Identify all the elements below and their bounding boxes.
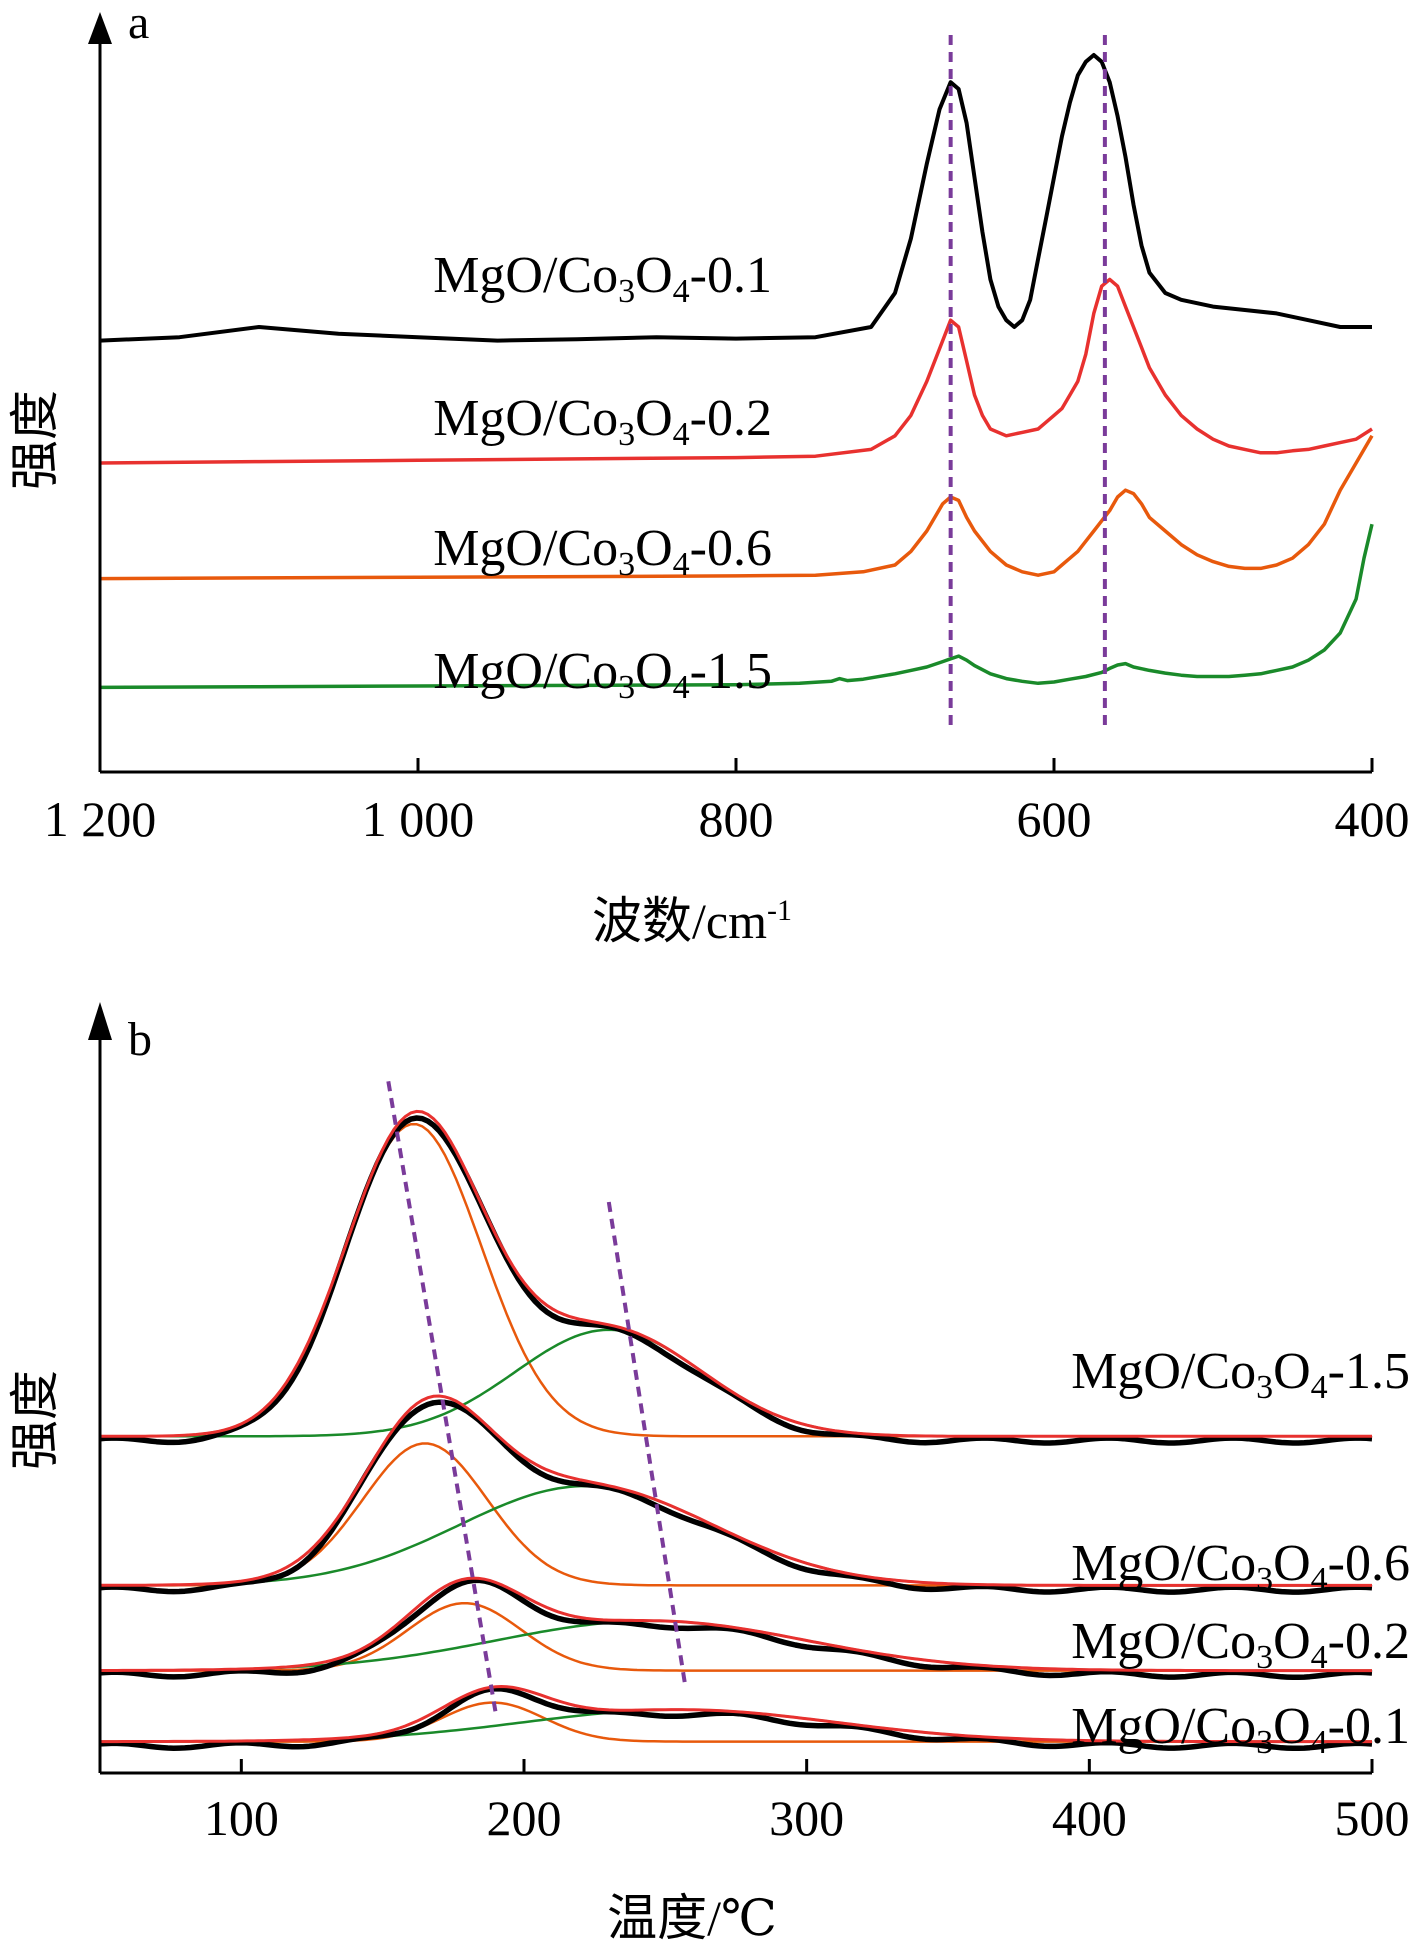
panel-b-sample-4 bbox=[99, 1684, 1373, 1752]
panel-a-series-line-3 bbox=[99, 434, 1374, 581]
panel-b-x-tick-label-4: 400 bbox=[1052, 1790, 1127, 1846]
panel-a-spectrum-chart: 1 200 1 000 800 600 400 MgO/Co3O4-0.1MgO/Co3… bbox=[7, 0, 1410, 949]
panel-b-series-label-1: MgO/Co3O4-1.5 bbox=[1071, 1343, 1410, 1406]
panel-b-sample-2-measured bbox=[99, 1399, 1373, 1595]
panel-b-x-tick-label-2: 200 bbox=[487, 1790, 562, 1846]
panel-b-y-axis-arrow bbox=[88, 1002, 112, 1040]
panel-a-series-label-1: MgO/Co3O4-0.1 bbox=[433, 247, 772, 310]
panel-b-x-tick-label-5: 500 bbox=[1335, 1790, 1410, 1846]
panel-b-sample-4-measured bbox=[99, 1685, 1373, 1752]
panel-b-sample-4-fit bbox=[100, 1684, 1372, 1744]
panel-a-x-tick-label-3: 800 bbox=[699, 791, 774, 847]
panel-a-series-line-4 bbox=[99, 523, 1374, 690]
panel-b-sample-3 bbox=[99, 1576, 1373, 1681]
panel-a-series-labels: MgO/Co3O4-0.1 MgO/Co3O4-0.2 MgO/Co3O4-0.6 M… bbox=[433, 247, 772, 706]
panel-a-letter: a bbox=[128, 0, 149, 49]
panel-b-sample-1-measured bbox=[99, 1115, 1373, 1446]
panel-b-series-label-3: MgO/Co3O4-0.2 bbox=[1071, 1613, 1410, 1676]
panel-b-x-ticks: 100 200 300 400 500 bbox=[204, 1759, 1410, 1846]
panel-b-y-axis-title: 强度 bbox=[7, 1370, 63, 1470]
panel-a-series-group bbox=[99, 53, 1374, 690]
panel-b-sample-3-measured bbox=[99, 1577, 1373, 1681]
panel-a-x-tick-label-4: 600 bbox=[1017, 791, 1092, 847]
panel-b-series-labels: MgO/Co3O4-1.5 MgO/Co3O4-0.6 MgO/Co3O4-0.2 M… bbox=[1071, 1343, 1410, 1761]
panel-b-sample-2-fit bbox=[100, 1394, 1372, 1587]
panel-b-x-tick-label-3: 300 bbox=[769, 1790, 844, 1846]
panel-b-series-label-2: MgO/Co3O4-0.6 bbox=[1071, 1535, 1410, 1598]
panel-b-x-axis-title: 温度/℃ bbox=[607, 1890, 777, 1946]
panel-b-reference-lines bbox=[386, 1080, 688, 1714]
panel-a-series-label-3: MgO/Co3O4-0.6 bbox=[433, 520, 772, 583]
panel-b-reference-line-2 bbox=[606, 1201, 688, 1686]
panel-b-sample-1 bbox=[99, 1109, 1373, 1446]
panel-a-x-tick-label-1: 1 200 bbox=[44, 791, 157, 847]
panel-a-series-line-2 bbox=[99, 277, 1373, 465]
panel-b-reference-line-1 bbox=[386, 1080, 498, 1714]
panel-a-x-ticks: 1 200 1 000 800 600 400 bbox=[44, 758, 1410, 847]
panel-a-x-tick-label-5: 400 bbox=[1335, 791, 1410, 847]
panel-a-x-axis-title-superscript: -1 bbox=[767, 894, 792, 927]
panel-b-series-label-4: MgO/Co3O4-0.1 bbox=[1071, 1698, 1410, 1761]
panel-a-series-label-4: MgO/Co3O4-1.5 bbox=[433, 643, 772, 706]
panel-a-y-axis-title: 强度 bbox=[7, 390, 63, 490]
panel-b-tpd-chart: 100 200 300 400 500 MgO/Co3O4-1.5 MgO/Co3O4-0… bbox=[7, 1002, 1410, 1946]
panel-a-x-axis-title-text: 波数/cm bbox=[592, 893, 767, 949]
panel-b-sample-3-fit bbox=[100, 1576, 1372, 1673]
panel-b-sample-2 bbox=[99, 1394, 1373, 1595]
panel-b-series-group bbox=[99, 1109, 1373, 1752]
panel-b-x-tick-label-1: 100 bbox=[204, 1790, 279, 1846]
panel-a-y-axis-arrow bbox=[88, 12, 112, 44]
panel-b-axes bbox=[88, 1002, 1372, 1775]
panel-a-series-label-2: MgO/Co3O4-0.2 bbox=[433, 390, 772, 453]
panel-b-sample-1-fit bbox=[100, 1109, 1372, 1438]
panel-a-x-tick-label-2: 1 000 bbox=[362, 791, 475, 847]
panel-a-reference-lines bbox=[948, 35, 1107, 732]
panel-b-letter: b bbox=[128, 1013, 152, 1066]
panel-a-series-line-1 bbox=[99, 53, 1372, 343]
panel-a-x-axis-title: 波数/cm-1 bbox=[592, 893, 792, 949]
